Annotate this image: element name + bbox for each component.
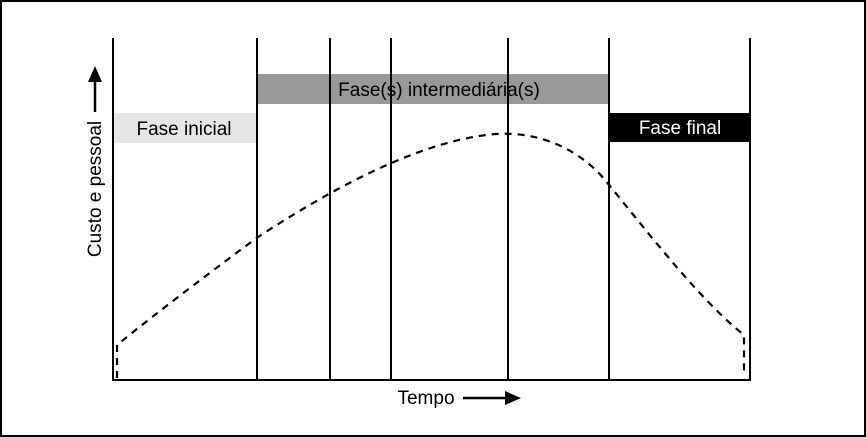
phase-bar-final-fill: [610, 113, 750, 142]
phase-label-final: Fase final: [639, 118, 721, 139]
phase-bar-final: Fase final: [610, 113, 750, 142]
phase-label-intermediate: Fase(s) intermediária(s): [338, 80, 540, 101]
phase-dividers: [112, 38, 751, 381]
x-axis-label: Tempo: [397, 388, 454, 409]
arrow-up-icon: [88, 66, 102, 112]
phase-bar-initial: Fase inicial: [113, 113, 256, 143]
phase-label-initial: Fase inicial: [136, 119, 231, 140]
phase-bar-intermediate: Fase(s) intermediária(s): [257, 74, 609, 104]
cost-staffing-curve: [115, 132, 746, 378]
y-axis-label: Custo e pessoal: [85, 121, 106, 257]
phase-bar-intermediate-fill: [257, 74, 609, 104]
phase-bar-initial-fill: [113, 113, 256, 143]
arrow-right-icon: [463, 391, 521, 405]
